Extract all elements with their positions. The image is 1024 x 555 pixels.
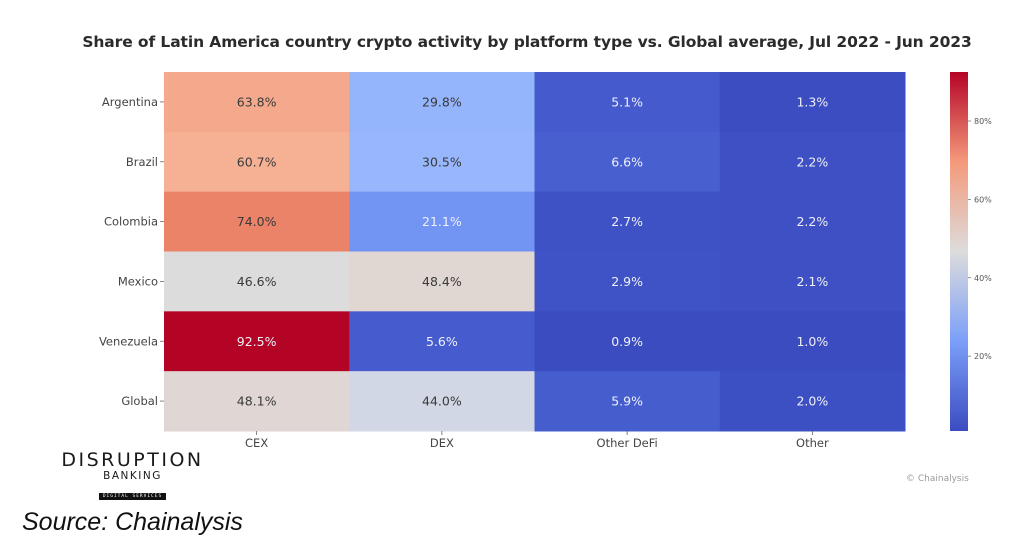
heatmap-cells: 63.8% 29.8% 5.1% 1.3% 60.7% 30.5% 6.6% 2.2% 74.0…	[164, 72, 906, 432]
colorbar-tick-label: 20%	[974, 352, 992, 361]
colorbar-gradient	[950, 72, 968, 431]
chainalysis-watermark: © Chainalysis	[906, 474, 969, 484]
heatmap-cell	[164, 72, 350, 133]
cell-value-label: 30.5%	[422, 154, 462, 169]
row-label: Global	[121, 394, 158, 408]
cell-value-label: 5.6%	[426, 334, 458, 349]
heatmap-cell	[164, 371, 350, 432]
logo-sub-text: BANKING	[103, 470, 162, 482]
cell-value-label: 74.0%	[237, 214, 277, 229]
cell-value-label: 60.7%	[237, 154, 277, 169]
cell-value-label: 6.6%	[611, 154, 643, 169]
heatmap-cell	[534, 371, 721, 432]
heatmap-cell	[719, 311, 906, 372]
source-caption: Source: Chainalysis	[22, 508, 243, 536]
heatmap-cell	[164, 131, 350, 193]
heatmap-cell	[534, 131, 721, 193]
cell-value-label: 2.7%	[611, 214, 643, 229]
heatmap-cell	[164, 191, 350, 252]
heatmap-cell	[719, 131, 906, 193]
logo-tag: DIGITAL SERVICES	[98, 493, 167, 500]
column-label: CEX	[245, 436, 268, 450]
row-label: Mexico	[118, 274, 158, 288]
cell-value-label: 2.2%	[796, 214, 828, 229]
cell-value-label: 2.2%	[796, 154, 828, 169]
column-label: DEX	[430, 436, 454, 450]
cell-value-label: 2.0%	[796, 394, 828, 409]
heatmap-cell	[719, 72, 906, 133]
heatmap-cell	[349, 251, 535, 312]
cell-value-label: 46.6%	[237, 274, 277, 289]
chart-title: Share of Latin America country crypto ac…	[82, 33, 972, 51]
cell-value-label: 5.1%	[611, 94, 643, 109]
row-label: Colombia	[104, 215, 158, 229]
heatmap-cell	[534, 251, 721, 312]
heatmap-cell	[534, 72, 721, 133]
cell-value-label: 2.1%	[796, 274, 828, 289]
colorbar: 20% 40% 60% 80%	[950, 72, 992, 431]
colorbar-tick-label: 60%	[974, 195, 992, 204]
cell-value-label: 63.8%	[237, 94, 277, 109]
colorbar-tick-label: 40%	[974, 274, 992, 283]
heatmap-cell	[164, 251, 350, 312]
heatmap-cell	[349, 191, 535, 252]
row-label: Argentina	[102, 95, 158, 109]
heatmap-cell	[719, 191, 906, 252]
column-label: Other	[796, 436, 829, 450]
cell-value-label: 48.1%	[237, 394, 277, 409]
cell-value-label: 5.9%	[611, 394, 643, 409]
heatmap-cell	[349, 131, 535, 193]
heatmap-chart: 63.8% 29.8% 5.1% 1.3% 60.7% 30.5% 6.6% 2.2% 74.0…	[99, 72, 992, 450]
row-label: Brazil	[126, 155, 158, 169]
cell-value-label: 1.0%	[796, 334, 828, 349]
cell-value-label: 44.0%	[422, 394, 462, 409]
cell-value-label: 29.8%	[422, 94, 462, 109]
heatmap-cell	[349, 371, 535, 432]
cell-value-label: 92.5%	[237, 334, 277, 349]
cell-value-label: 0.9%	[611, 334, 643, 349]
heatmap-cell	[719, 371, 906, 432]
cell-value-label: 21.1%	[422, 214, 462, 229]
heatmap-cell	[349, 311, 535, 372]
heatmap-cell	[349, 72, 535, 133]
heatmap-cell	[719, 251, 906, 312]
cell-value-label: 48.4%	[422, 274, 462, 289]
heatmap-cell	[534, 191, 721, 252]
colorbar-tick-label: 80%	[974, 117, 992, 126]
disruption-banking-logo: DISRUPTION BANKING DIGITAL SERVICES	[60, 450, 205, 501]
column-labels: CEX DEX Other DeFi Other	[245, 431, 829, 450]
row-labels: Argentina Brazil Colombia Mexico Venezuela Gl…	[99, 95, 164, 408]
column-label: Other DeFi	[597, 436, 658, 450]
cell-value-label: 2.9%	[611, 274, 643, 289]
heatmap-cell	[164, 311, 350, 372]
cell-value-label: 1.3%	[796, 94, 828, 109]
heatmap-cell	[534, 311, 721, 372]
row-label: Venezuela	[99, 334, 158, 348]
logo-main-text: DISRUPTION	[61, 449, 204, 471]
